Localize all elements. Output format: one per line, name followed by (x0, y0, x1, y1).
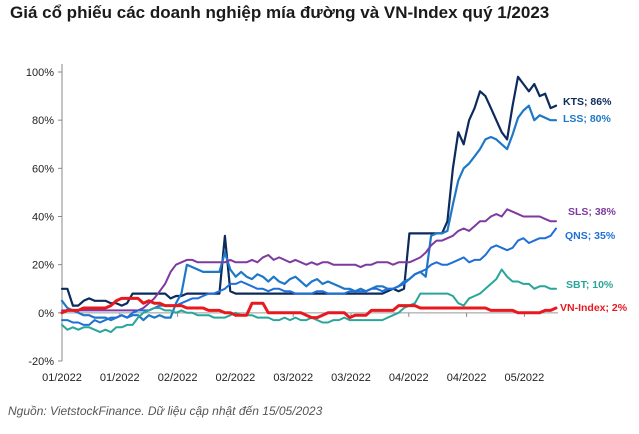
x-tick-label: 03/2022 (273, 372, 313, 384)
series-line-sbt (61, 268, 557, 334)
y-tick-label: 80% (32, 115, 54, 127)
x-tick-label: 03/2022 (331, 372, 371, 384)
series-label-kts: KTS; 86% (563, 96, 612, 108)
y-tick-label: 20% (32, 260, 54, 272)
x-tick-label: 04/2022 (447, 372, 487, 384)
y-tick-label: -20% (28, 356, 54, 368)
series-label-qns: QNS; 35% (565, 230, 616, 242)
axes: -20% 0% 20% 40% 60% 80% 100% 01/2022 01/2022 02/2… (26, 64, 558, 384)
series-line-kts (60, 75, 558, 307)
x-tick-label: 02/2022 (158, 372, 198, 384)
series-line-qns (61, 227, 557, 326)
chart-title: Giá cổ phiếu các doanh nghiệp mía đường … (10, 3, 550, 22)
series-label-vn-index: VN-Index; 2% (560, 302, 628, 314)
y-tick-label: 100% (26, 67, 54, 79)
x-tick-label: 04/2022 (389, 372, 429, 384)
x-tick-label: 02/2022 (216, 372, 256, 384)
x-tick-label: 01/2022 (42, 372, 82, 384)
series-label-sls: SLS; 38% (568, 206, 617, 218)
x-tick-label: 05/2022 (505, 372, 545, 384)
series-label-sbt: SBT; 10% (566, 279, 614, 291)
series-end-labels: KTS; 86% LSS; 80% SLS; 38% QNS; 35% SBT; 10%… (560, 96, 628, 314)
series-line-vn-index (60, 296, 558, 320)
series-lines (60, 75, 558, 334)
y-tick-label: 60% (32, 163, 54, 175)
x-tick-label: 01/2022 (100, 372, 140, 384)
series-line-lss (60, 104, 558, 322)
series-line-sls (61, 208, 557, 312)
source-note: Nguồn: VietstockFinance. Dữ liệu cập nhậ… (8, 404, 323, 418)
series-label-lss: LSS; 80% (563, 113, 612, 125)
y-tick-label: 0% (38, 308, 54, 320)
y-tick-label: 40% (32, 212, 54, 224)
